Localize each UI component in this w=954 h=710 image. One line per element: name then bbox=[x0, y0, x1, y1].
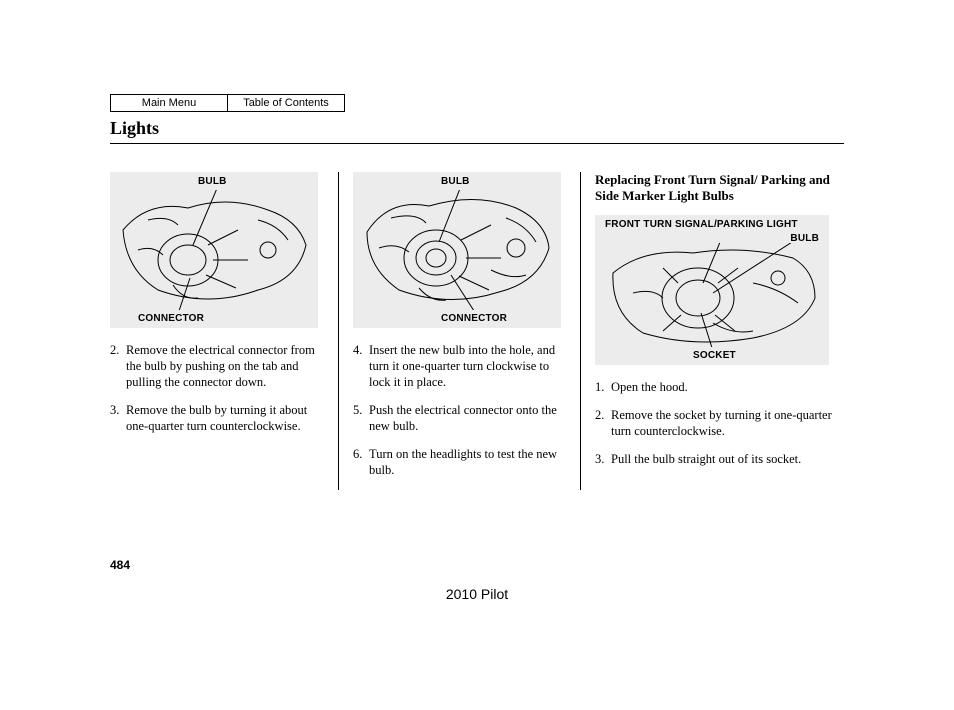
column-3: Replacing Front Turn Signal/ Parking and… bbox=[580, 172, 844, 490]
fig1-label-bulb: BULB bbox=[198, 176, 227, 187]
subsection-heading: Replacing Front Turn Signal/ Parking and… bbox=[595, 172, 834, 205]
column-2: BULB bbox=[338, 172, 580, 490]
nav-button-row: Main Menu Table of Contents bbox=[110, 94, 844, 112]
step-item: 6. Turn on the headlights to test the ne… bbox=[353, 446, 570, 478]
main-menu-button[interactable]: Main Menu bbox=[110, 94, 228, 112]
column-1: BULB bbox=[110, 172, 338, 490]
step-text: Open the hood. bbox=[611, 379, 834, 395]
step-number: 1. bbox=[595, 379, 611, 395]
step-number: 2. bbox=[595, 407, 611, 439]
step-text: Remove the electrical connector from the… bbox=[126, 342, 328, 390]
step-text: Turn on the headlights to test the new b… bbox=[369, 446, 570, 478]
step-number: 3. bbox=[110, 402, 126, 434]
fig1-label-connector: CONNECTOR bbox=[138, 313, 204, 324]
step-text: Pull the bulb straight out of its socket… bbox=[611, 451, 834, 467]
step-number: 4. bbox=[353, 342, 369, 390]
figure-bulb-connector-2: BULB bbox=[353, 172, 561, 328]
content-columns: BULB bbox=[110, 172, 844, 490]
fig3-label-socket: SOCKET bbox=[693, 350, 736, 361]
toc-button[interactable]: Table of Contents bbox=[227, 94, 345, 112]
step-text: Push the electrical connector onto the n… bbox=[369, 402, 570, 434]
page-number: 484 bbox=[110, 558, 130, 572]
fig1-drawing bbox=[118, 190, 310, 310]
step-text: Insert the new bulb into the hole, and t… bbox=[369, 342, 570, 390]
step-item: 2. Remove the socket by turning it one-q… bbox=[595, 407, 834, 439]
step-number: 3. bbox=[595, 451, 611, 467]
step-number: 2. bbox=[110, 342, 126, 390]
fig3-drawing bbox=[603, 243, 821, 347]
step-text: Remove the bulb by turning it about one-… bbox=[126, 402, 328, 434]
step-item: 5. Push the electrical connector onto th… bbox=[353, 402, 570, 434]
manual-page: Main Menu Table of Contents Lights BULB bbox=[110, 94, 844, 490]
section-title: Lights bbox=[110, 118, 844, 144]
footer-model-year: 2010 Pilot bbox=[0, 586, 954, 602]
fig2-label-connector: CONNECTOR bbox=[441, 313, 507, 324]
step-item: 1. Open the hood. bbox=[595, 379, 834, 395]
figure-bulb-connector-1: BULB bbox=[110, 172, 318, 328]
fig3-label-top: FRONT TURN SIGNAL/PARKING LIGHT bbox=[605, 219, 798, 230]
step-item: 3. Remove the bulb by turning it about o… bbox=[110, 402, 328, 434]
figure-turn-signal: FRONT TURN SIGNAL/PARKING LIGHT BULB bbox=[595, 215, 829, 365]
step-item: 3. Pull the bulb straight out of its soc… bbox=[595, 451, 834, 467]
fig2-label-bulb: BULB bbox=[441, 176, 470, 187]
step-item: 2. Remove the electrical connector from … bbox=[110, 342, 328, 390]
step-item: 4. Insert the new bulb into the hole, an… bbox=[353, 342, 570, 390]
step-number: 6. bbox=[353, 446, 369, 478]
fig2-drawing bbox=[361, 190, 553, 310]
step-number: 5. bbox=[353, 402, 369, 434]
step-text: Remove the socket by turning it one-quar… bbox=[611, 407, 834, 439]
